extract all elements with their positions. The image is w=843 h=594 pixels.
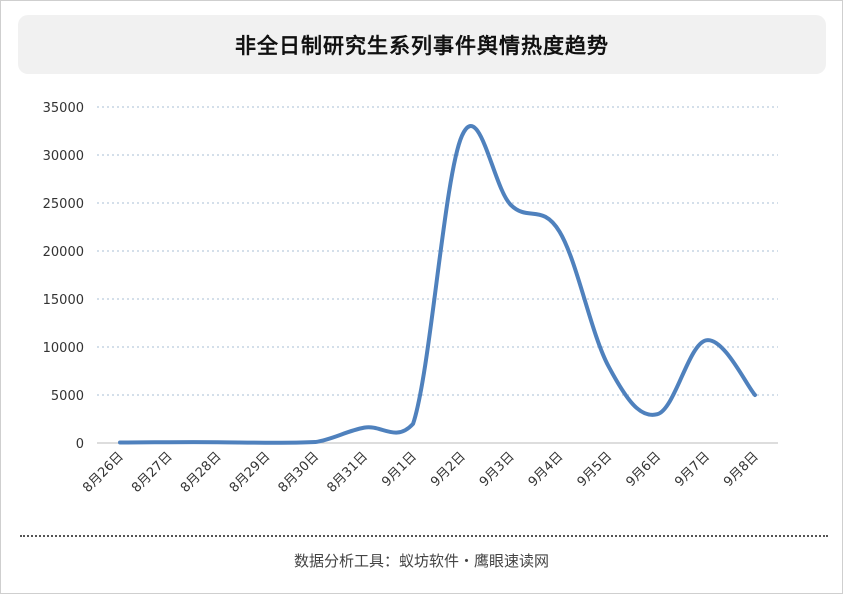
y-tick-label: 20000 [43,245,84,260]
y-tick-label: 15000 [43,293,84,308]
y-tick-label: 5000 [51,389,84,404]
y-tick-label: 0 [76,437,84,452]
x-tick-label: 9月1日 [379,449,420,490]
x-tick-label: 8月26日 [80,449,127,496]
y-tick-label: 25000 [43,197,84,212]
chart-title: 非全日制研究生系列事件舆情热度趋势 [235,33,609,58]
x-tick-label: 9月2日 [428,449,469,490]
x-tick-label: 9月8日 [721,449,762,490]
x-tick-label: 9月4日 [526,449,567,490]
x-tick-label: 9月6日 [623,449,664,490]
y-tick-label: 30000 [43,149,84,164]
x-tick-label: 8月31日 [325,449,372,496]
x-tick-label: 9月7日 [672,449,713,490]
x-tick-label: 8月27日 [129,449,176,496]
grid-lines [97,106,778,396]
x-tick-label: 8月28日 [178,449,225,496]
x-tick-label: 9月3日 [477,449,518,490]
footer-source: 数据分析工具：蚁坊软件・鹰眼速读网 [293,552,549,570]
x-axis-ticks: 8月26日 8月27日 8月28日 8月29日 8月30日 8月31日 9月1日 9月2日 9月… [80,449,762,496]
footer-divider [20,535,828,537]
y-tick-label: 10000 [43,341,84,356]
x-tick-label: 8月29日 [227,449,274,496]
y-tick-label: 35000 [43,101,84,116]
x-tick-label: 9月5日 [575,449,616,490]
y-axis-ticks: 0 5000 10000 15000 20000 25000 30000 35000 [43,101,84,452]
series-line [118,124,757,445]
x-tick-label: 8月30日 [276,449,323,496]
title-bar: 非全日制研究生系列事件舆情热度趋势 [18,15,826,74]
